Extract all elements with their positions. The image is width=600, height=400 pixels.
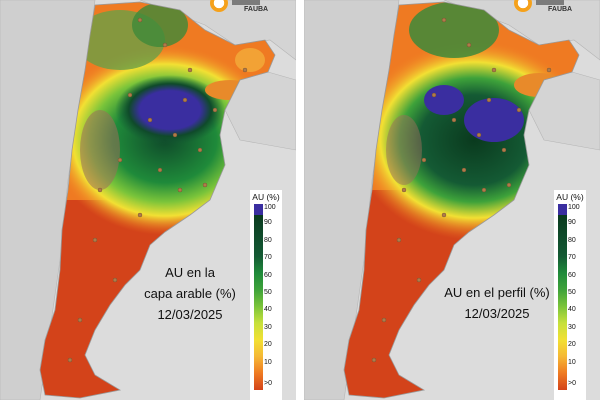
map-panel-profile: FAUBA AU en el perfil (%) 12/03/2025 AU …: [304, 0, 600, 400]
legend-tick: 50: [568, 289, 576, 296]
legend-tick: 10: [568, 359, 576, 366]
annotation-date: 12/03/2025: [464, 306, 530, 321]
sun-logo-icon: [210, 0, 228, 12]
legend-tick: 70: [264, 254, 272, 261]
legend-au: AU (%) 100 90 80 70 60 50 40 30 20 10 >0: [554, 190, 586, 400]
annotation-line-1: AU en el perfil (%): [444, 285, 550, 300]
legend-tick: 70: [568, 254, 576, 261]
map-annotation: AU en la capa arable (%) 12/03/2025: [130, 262, 250, 325]
legend-tick: 100: [264, 204, 276, 211]
soil-moisture-map-topsoil: [0, 0, 296, 400]
legend-tick: 30: [568, 324, 576, 331]
annotation-date: 12/03/2025: [157, 307, 223, 322]
legend-tick: 10: [264, 359, 272, 366]
legend-tick: 60: [264, 272, 272, 279]
legend-tick: 40: [264, 306, 272, 313]
legend-tick: 50: [264, 289, 272, 296]
map-panel-topsoil: FAUBA AU en la capa arable (%) 12/03/202…: [0, 0, 296, 400]
legend-tick: 100: [568, 204, 580, 211]
legend-colorbar: [254, 204, 263, 390]
legend-tick: 80: [264, 237, 272, 244]
legend-title: AU (%): [556, 192, 584, 202]
legend-tick: >0: [264, 380, 272, 387]
legend-tick: 90: [568, 219, 576, 226]
fauba-logo: FAUBA: [514, 0, 600, 16]
legend-colorbar: [558, 204, 567, 390]
map-annotation: AU en el perfil (%) 12/03/2025: [432, 282, 562, 324]
legend-au: AU (%) 100 90 80 70 60 50 40 30 20 10 >0: [250, 190, 282, 400]
legend-tick: 20: [264, 341, 272, 348]
sun-logo-icon: [514, 0, 532, 12]
legend-tick: 40: [568, 306, 576, 313]
legend-tick: 20: [568, 341, 576, 348]
soil-moisture-map-profile: [304, 0, 600, 400]
legend-tick: 60: [568, 272, 576, 279]
legend-tick: 90: [264, 219, 272, 226]
legend-tick: 80: [568, 237, 576, 244]
fauba-logo: FAUBA: [210, 0, 296, 16]
legend-tick: >0: [568, 380, 576, 387]
annotation-line-1: AU en la: [165, 265, 215, 280]
legend-title: AU (%): [252, 192, 280, 202]
annotation-line-2: capa arable (%): [144, 286, 236, 301]
panel-divider: [296, 0, 304, 400]
legend-tick: 30: [264, 324, 272, 331]
